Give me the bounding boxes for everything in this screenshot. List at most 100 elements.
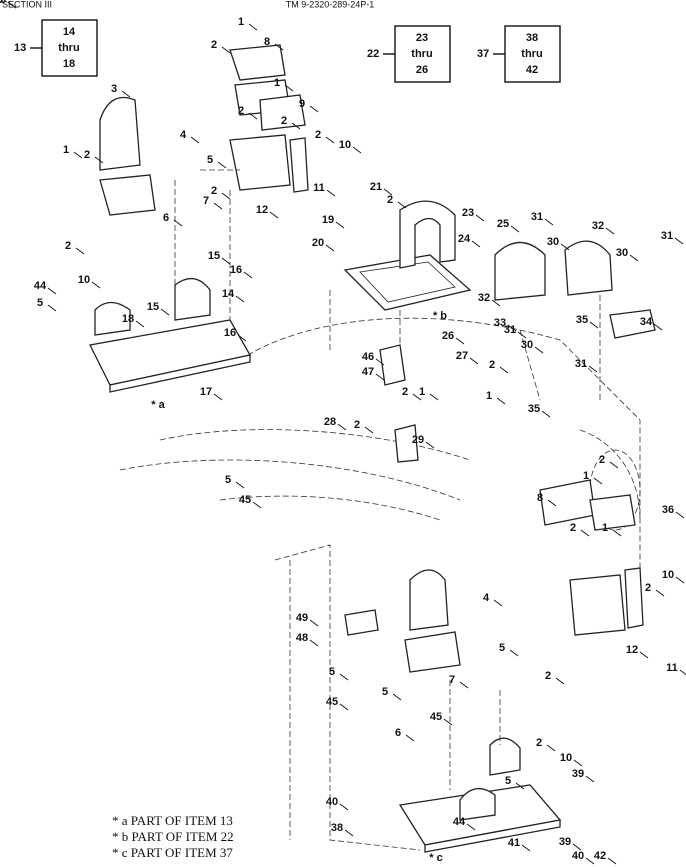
leader <box>675 576 685 584</box>
callout: 34 <box>640 316 653 328</box>
callout: 2 <box>211 39 217 51</box>
leader <box>507 324 517 332</box>
box-line: thru <box>411 48 432 60</box>
callout: 5 <box>0 0 3 6</box>
leader <box>73 151 83 159</box>
leader <box>585 857 595 865</box>
callout: 44 <box>34 280 47 292</box>
leader <box>546 744 556 752</box>
callout: 29 <box>412 434 424 446</box>
callout: 46 <box>362 351 374 363</box>
box-line: 23 <box>416 32 428 44</box>
callout: 2 <box>570 522 576 534</box>
callout: 30 <box>521 339 533 351</box>
leader <box>605 227 615 235</box>
callout: 1 <box>583 470 589 482</box>
callout: 9 <box>299 98 305 110</box>
note: * a PART OF ITEM 13 <box>112 813 233 828</box>
item-box <box>504 25 561 83</box>
callout: 7 <box>449 674 455 686</box>
box-line: 26 <box>416 64 428 76</box>
leader <box>517 331 527 339</box>
callout: 24 <box>458 233 471 245</box>
callout: 44 <box>453 816 466 828</box>
callout: 31 <box>531 211 543 223</box>
callout: 2 <box>65 240 71 252</box>
callout: 33 <box>494 317 506 329</box>
callout: 2 <box>536 737 542 749</box>
leader <box>237 334 247 342</box>
callout: 31 <box>661 230 673 242</box>
callout: 2 <box>545 670 551 682</box>
callout: 2 <box>599 454 605 466</box>
callout: 18 <box>122 313 134 325</box>
leader <box>339 673 349 681</box>
callout: 1 <box>486 390 492 402</box>
box-line: thru <box>58 42 79 54</box>
leader <box>173 219 183 227</box>
leader <box>352 146 362 154</box>
box-item: 37 <box>477 48 489 60</box>
callout: 10 <box>339 139 351 151</box>
leader <box>337 423 347 431</box>
callout: 14 <box>222 288 235 300</box>
leader <box>213 393 223 401</box>
callout: 38 <box>331 822 343 834</box>
leader <box>364 426 374 434</box>
leader <box>674 237 684 245</box>
leader <box>309 619 319 627</box>
callout: 43 <box>0 0 6 6</box>
leader <box>443 718 453 726</box>
callout: 12 <box>626 644 638 656</box>
leader <box>344 829 354 837</box>
leader <box>94 156 104 164</box>
leader <box>325 136 335 144</box>
callout: 11 <box>313 182 325 194</box>
leader <box>217 161 227 169</box>
callout: 47 <box>362 366 374 378</box>
leader <box>585 775 595 783</box>
callout: 5 <box>207 154 213 166</box>
leader <box>47 304 57 312</box>
leader <box>510 225 520 233</box>
leader <box>629 254 639 262</box>
leader <box>91 281 101 289</box>
leader <box>429 393 439 401</box>
callout: 8 <box>264 36 270 48</box>
callout: 5 <box>382 686 388 698</box>
leader <box>593 477 603 485</box>
callout: 45 <box>430 711 442 723</box>
item-box <box>394 25 451 83</box>
leader <box>475 214 485 222</box>
callout: 39 <box>559 836 571 848</box>
leader <box>135 320 145 328</box>
callout: 31 <box>504 324 516 336</box>
callout: 3 <box>111 83 117 95</box>
leader <box>588 365 598 373</box>
callout: 28 <box>324 416 336 428</box>
callout: 20 <box>312 237 324 249</box>
leader <box>544 218 554 226</box>
callout: 21 <box>370 181 382 193</box>
leader <box>75 247 85 255</box>
leader <box>455 337 465 345</box>
leader <box>326 189 336 197</box>
leader <box>339 803 349 811</box>
leader <box>235 295 245 303</box>
callout: 2 <box>354 419 360 431</box>
leader <box>248 112 258 120</box>
leader <box>425 441 435 449</box>
doc-number: TM 9-2320-289-24P-1 <box>286 0 375 9</box>
callout: 15 <box>208 250 220 262</box>
leader <box>339 703 349 711</box>
leader <box>612 529 622 537</box>
callout: 32 <box>478 292 490 304</box>
callout: 2 <box>84 149 90 161</box>
callout: 1 <box>274 77 280 89</box>
leader <box>235 481 245 489</box>
section-header: SECTION III <box>2 0 52 9</box>
box-line: 42 <box>526 64 538 76</box>
callout: 4 <box>180 129 187 141</box>
leader <box>655 589 665 597</box>
